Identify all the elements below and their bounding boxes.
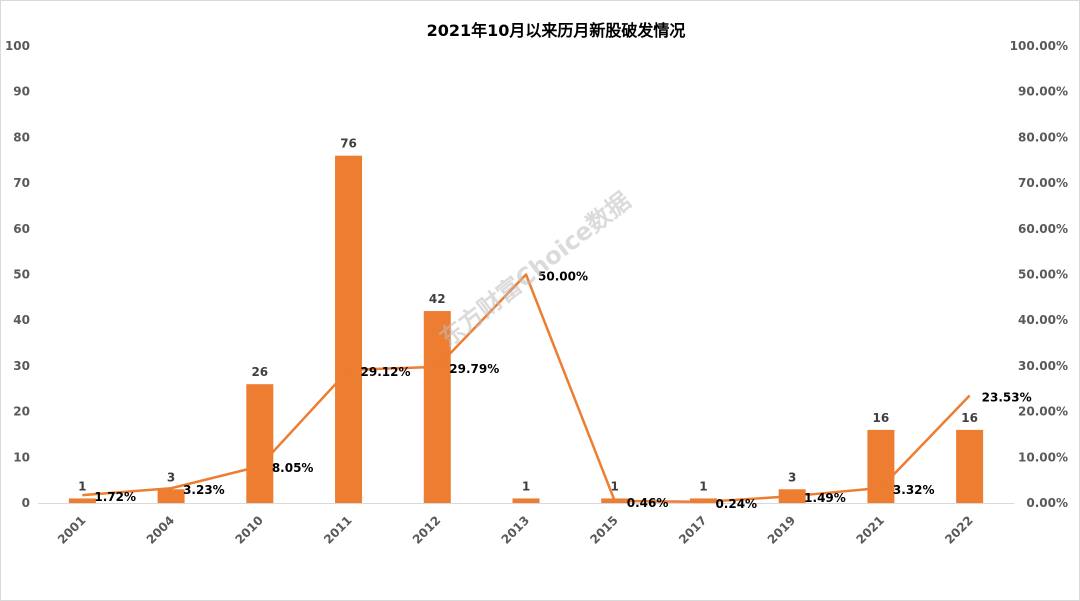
y-left-tick-label: 100 [5,39,30,53]
y-right-tick-label: 80.00% [1018,130,1068,144]
y-right-tick-label: 10.00% [1018,450,1068,464]
bar-series [68,155,984,503]
line-data-label: 3.23% [183,483,225,497]
y-left-tick-label: 50 [13,268,30,282]
y-right-tick-label: 20.00% [1018,405,1068,419]
bar-data-label: 26 [251,365,268,379]
y-right-tick-label: 60.00% [1018,222,1068,236]
y-left-tick-label: 40 [13,313,30,327]
bar [956,429,984,503]
bar-data-label: 3 [788,470,796,484]
x-tick-label: 2011 [321,513,355,547]
y-left-tick-label: 60 [13,222,30,236]
line-data-labels: 1.72% 3.23% 8.05% 29.12% 29.79% 50.00% 0.46% 0.… [94,270,1031,511]
bar-data-labels: 1 3 26 76 42 1 1 1 3 16 16 [78,137,978,494]
y-left-tick-label: 80 [13,130,30,144]
y-left-tick-label: 10 [13,450,30,464]
line-data-label: 1.72% [94,490,136,504]
y-axis-right: 0.00% 10.00% 20.00% 30.00% 40.00% 50.00% 60.00… [1010,39,1068,510]
bar-data-label: 1 [611,479,619,493]
bar-data-label: 1 [699,479,707,493]
line-data-label: 29.79% [449,362,499,376]
bar-data-label: 16 [873,411,890,425]
bar-data-label: 3 [167,470,175,484]
bar-data-label: 1 [78,479,86,493]
bar-data-label: 76 [340,137,357,151]
x-tick-label: 2001 [55,513,89,547]
line-data-label: 8.05% [272,461,314,475]
chart-title: 2021年10月以来历月新股破发情况 [427,21,686,40]
y-right-tick-label: 70.00% [1018,176,1068,190]
bar-data-label: 16 [961,411,978,425]
y-axis-left: 0 10 20 30 40 50 60 70 80 90 100 [5,39,30,510]
y-left-tick-label: 0 [22,496,30,510]
x-tick-label: 2012 [410,513,444,547]
y-left-tick-label: 20 [13,405,30,419]
y-right-tick-label: 90.00% [1018,85,1068,99]
bar [335,155,363,503]
line-data-label: 23.53% [982,390,1032,404]
bar [512,498,540,503]
bar-data-label: 42 [429,292,446,306]
x-tick-label: 2004 [144,513,178,547]
y-left-tick-label: 30 [13,359,30,373]
y-right-tick-label: 40.00% [1018,313,1068,327]
y-right-tick-label: 0.00% [1026,496,1068,510]
line-data-label: 29.12% [361,365,411,379]
x-tick-label: 2013 [499,513,533,547]
y-left-tick-label: 90 [13,85,30,99]
y-left-tick-label: 70 [13,176,30,190]
x-tick-label: 2021 [854,513,888,547]
x-tick-label: 2022 [942,513,976,547]
bar [423,311,451,503]
bar [246,384,274,503]
line-data-label: 3.32% [893,483,935,497]
y-right-tick-label: 50.00% [1018,268,1068,282]
watermark-text: 东方财富Choice数据 [434,187,636,353]
x-tick-label: 2017 [676,513,710,547]
bar [157,489,185,503]
bar-data-label: 1 [522,479,530,493]
x-tick-label: 2015 [587,513,621,547]
line-data-label: 0.24% [715,497,757,511]
y-right-tick-label: 100.00% [1010,39,1068,53]
bar [867,429,895,503]
line-data-label: 0.46% [627,496,669,510]
line-series [82,273,971,504]
bar [68,498,96,503]
line-data-label: 1.49% [804,491,846,505]
line-data-label: 50.00% [538,270,588,284]
x-tick-label: 2019 [765,513,799,547]
x-tick-label: 2010 [232,513,266,547]
y-right-tick-label: 30.00% [1018,359,1068,373]
x-axis-ticks: 2001 2004 2010 2011 2012 2013 2015 2017 2019 2021… [55,513,976,547]
